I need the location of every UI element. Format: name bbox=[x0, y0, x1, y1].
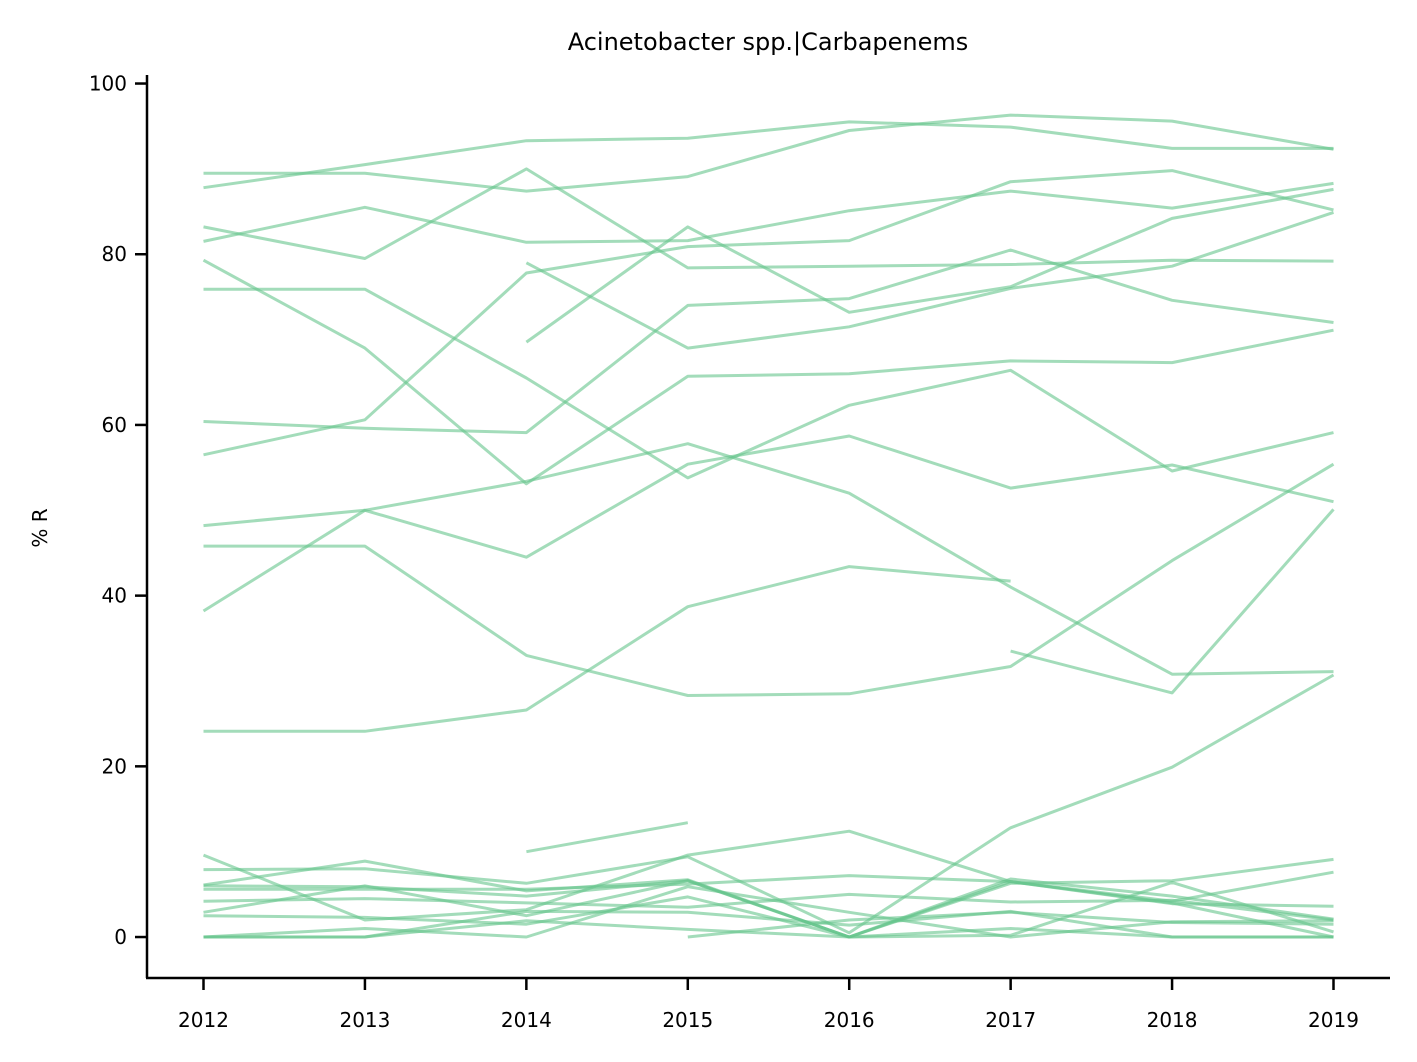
x-tick-label-2019: 2019 bbox=[1308, 1008, 1359, 1032]
series-line-5 bbox=[202, 258, 1334, 486]
x-tick-label-2018: 2018 bbox=[1147, 1008, 1198, 1032]
series-line-7 bbox=[203, 248, 1334, 435]
x-tick-label-2017: 2017 bbox=[985, 1008, 1036, 1032]
x-ticks: 2012 2013 2014 2015 2016 2017 2018 2019 bbox=[178, 978, 1359, 1032]
series-line-11 bbox=[202, 434, 1334, 613]
y-tick-label-60: 60 bbox=[102, 413, 127, 437]
series-line-23 bbox=[203, 880, 1334, 939]
x-tick-label-2013: 2013 bbox=[339, 1008, 390, 1032]
series-line-24 bbox=[203, 885, 1334, 939]
y-tick-label-20: 20 bbox=[102, 754, 127, 778]
x-tick-label-2015: 2015 bbox=[662, 1008, 713, 1032]
series-line-13 bbox=[525, 210, 1334, 350]
series-line-6 bbox=[203, 287, 1334, 480]
y-tick-label-40: 40 bbox=[102, 584, 127, 608]
series-line-12 bbox=[203, 565, 1011, 733]
series-line-27 bbox=[687, 910, 1334, 939]
series-line-26 bbox=[203, 919, 1334, 939]
chart-title: Acinetobacter spp.|Carbapenems bbox=[568, 28, 969, 56]
series-line-14 bbox=[525, 187, 1334, 344]
series-line-4 bbox=[203, 181, 1334, 244]
series-line-16 bbox=[526, 821, 689, 854]
series-line-18 bbox=[203, 673, 1335, 935]
series-line-1 bbox=[203, 120, 1334, 190]
y-tick-label-80: 80 bbox=[102, 242, 127, 266]
x-tick-label-2014: 2014 bbox=[501, 1008, 552, 1032]
y-tick-label-100: 100 bbox=[89, 72, 127, 96]
series-layer bbox=[202, 113, 1335, 939]
y-axis-label: % R bbox=[28, 508, 52, 547]
y-tick-label-0: 0 bbox=[114, 925, 127, 949]
series-line-28 bbox=[203, 870, 1334, 939]
series-line-10 bbox=[203, 462, 1335, 697]
series-line-3 bbox=[203, 167, 1334, 270]
series-line-8 bbox=[203, 169, 1334, 457]
series-line-2 bbox=[203, 113, 1334, 193]
y-ticks: 0 20 40 60 80 100 bbox=[89, 72, 147, 949]
series-line-9 bbox=[203, 442, 1334, 676]
series-line-25 bbox=[203, 909, 1334, 939]
x-tick-label-2016: 2016 bbox=[824, 1008, 875, 1032]
x-tick-label-2012: 2012 bbox=[178, 1008, 229, 1032]
series-line-15 bbox=[1010, 508, 1335, 695]
